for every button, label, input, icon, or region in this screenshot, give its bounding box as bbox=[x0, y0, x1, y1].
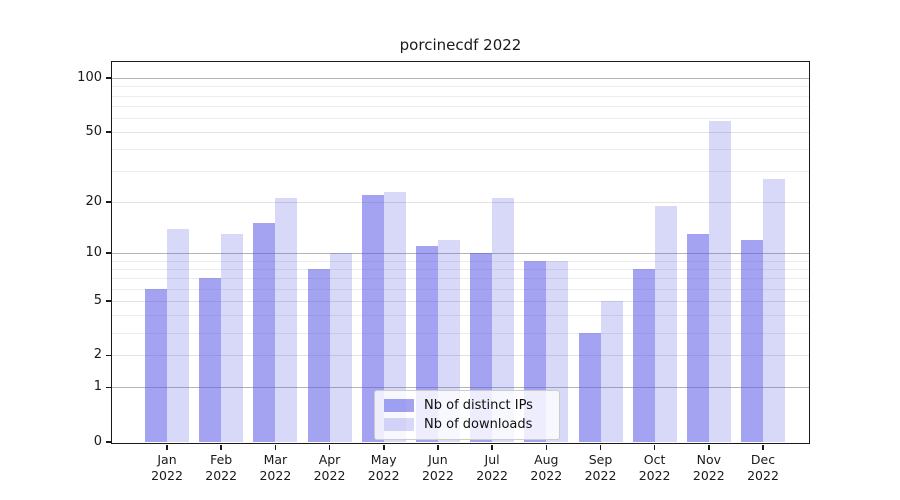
x-tick-label: Jan 2022 bbox=[151, 452, 183, 483]
major-gridline bbox=[112, 300, 809, 302]
x-tick-label: May 2022 bbox=[367, 452, 400, 483]
bar-distinct-ips bbox=[361, 194, 384, 442]
x-tick-label: Oct 2022 bbox=[638, 452, 671, 483]
major-gridline bbox=[112, 202, 809, 203]
x-tick-mark bbox=[220, 444, 222, 450]
y-tick-label: 2 bbox=[93, 347, 102, 363]
x-tick-mark bbox=[437, 444, 439, 450]
x-tick-label: Dec 2022 bbox=[747, 452, 779, 483]
chart-title: porcinecdf 2022 bbox=[399, 36, 522, 54]
minor-gridline bbox=[112, 95, 809, 97]
x-tick-label: Aug 2022 bbox=[530, 452, 563, 483]
y-tick-mark bbox=[105, 300, 111, 302]
y-tick-label: 0 bbox=[93, 434, 102, 449]
bar-distinct-ips bbox=[253, 223, 276, 442]
bar-distinct-ips bbox=[199, 278, 222, 442]
minor-gridline bbox=[112, 332, 809, 334]
major-gridline bbox=[112, 253, 809, 254]
legend-row: Nb of distinct IPs bbox=[384, 396, 550, 415]
x-tick-mark bbox=[762, 444, 764, 450]
y-tick-mark bbox=[105, 441, 111, 443]
bar-downloads bbox=[654, 205, 677, 442]
legend-label: Nb of distinct IPs bbox=[424, 398, 533, 413]
minor-gridline bbox=[112, 106, 809, 107]
y-tick-mark bbox=[105, 131, 111, 133]
bar-distinct-ips bbox=[741, 239, 763, 442]
bar-distinct-ips bbox=[686, 234, 709, 442]
y-tick-mark bbox=[105, 386, 111, 389]
bar-downloads bbox=[275, 198, 298, 442]
x-tick-mark bbox=[491, 444, 493, 450]
major-gridline bbox=[112, 387, 809, 389]
x-tick-mark bbox=[599, 444, 602, 450]
y-tick-label: 50 bbox=[85, 124, 102, 139]
y-tick-mark bbox=[105, 77, 111, 79]
plot-area: 0 1 2 5 10 20 50 100 Jan 2022 Feb 2022 Mar 2022 Apr 202… bbox=[77, 62, 809, 483]
y-tick-label: 100 bbox=[77, 70, 102, 86]
bar-downloads bbox=[167, 228, 189, 442]
x-tick-mark bbox=[328, 444, 331, 450]
bar-distinct-ips bbox=[307, 268, 330, 442]
x-tick-label: Jul 2022 bbox=[476, 452, 508, 483]
x-tick-label: Sep 2022 bbox=[584, 452, 617, 483]
x-tick-label: Nov 2022 bbox=[692, 452, 725, 483]
major-gridline bbox=[112, 355, 809, 357]
x-tick-mark bbox=[383, 444, 385, 450]
minor-gridline bbox=[112, 315, 809, 317]
bar-downloads bbox=[383, 191, 406, 442]
x-tick-label: Mar 2022 bbox=[259, 452, 292, 483]
minor-gridline bbox=[112, 86, 809, 88]
x-tick-mark bbox=[653, 444, 656, 450]
y-tick-mark bbox=[105, 201, 111, 203]
x-tick-mark bbox=[545, 444, 547, 450]
legend-swatch bbox=[384, 418, 414, 431]
bar-distinct-ips bbox=[632, 268, 655, 442]
bar-downloads bbox=[708, 120, 731, 442]
x-tick-mark bbox=[166, 444, 168, 450]
bar-downloads bbox=[600, 300, 623, 442]
bar-downloads bbox=[221, 234, 244, 442]
legend-swatch bbox=[384, 399, 414, 412]
x-tick-label: Jun 2022 bbox=[421, 452, 454, 483]
y-tick-label: 20 bbox=[85, 194, 102, 209]
minor-gridline bbox=[112, 260, 809, 262]
x-tick-label: Apr 2022 bbox=[313, 452, 346, 483]
bar-downloads bbox=[492, 198, 515, 442]
bar-distinct-ips bbox=[578, 332, 601, 442]
x-tick-label: Feb 2022 bbox=[205, 452, 238, 483]
bar-downloads bbox=[329, 253, 352, 442]
minor-gridline bbox=[112, 149, 809, 151]
minor-gridline bbox=[112, 117, 809, 119]
bar-distinct-ips bbox=[145, 288, 167, 442]
legend-row: Nb of downloads bbox=[384, 415, 550, 434]
minor-gridline bbox=[112, 288, 809, 290]
x-tick-mark bbox=[708, 444, 710, 450]
y-tick-mark bbox=[105, 354, 111, 357]
major-gridline bbox=[112, 132, 809, 133]
y-tick-label: 5 bbox=[93, 292, 102, 308]
legend: Nb of distinct IPs Nb of downloads bbox=[374, 390, 560, 440]
minor-gridline bbox=[112, 278, 809, 280]
y-tick-mark bbox=[105, 252, 111, 254]
plot-frame: 0 1 2 5 10 20 50 100 Jan 2022 Feb 2022 Mar 2022 Apr 202… bbox=[77, 61, 810, 483]
bar-downloads bbox=[763, 179, 785, 442]
minor-gridline bbox=[112, 171, 809, 173]
x-tick-mark bbox=[274, 444, 277, 450]
y-tick-label: 1 bbox=[93, 379, 102, 395]
minor-gridline bbox=[112, 268, 809, 270]
legend-label: Nb of downloads bbox=[424, 417, 533, 432]
y-tick-label: 10 bbox=[85, 245, 102, 260]
major-gridline bbox=[112, 78, 809, 80]
